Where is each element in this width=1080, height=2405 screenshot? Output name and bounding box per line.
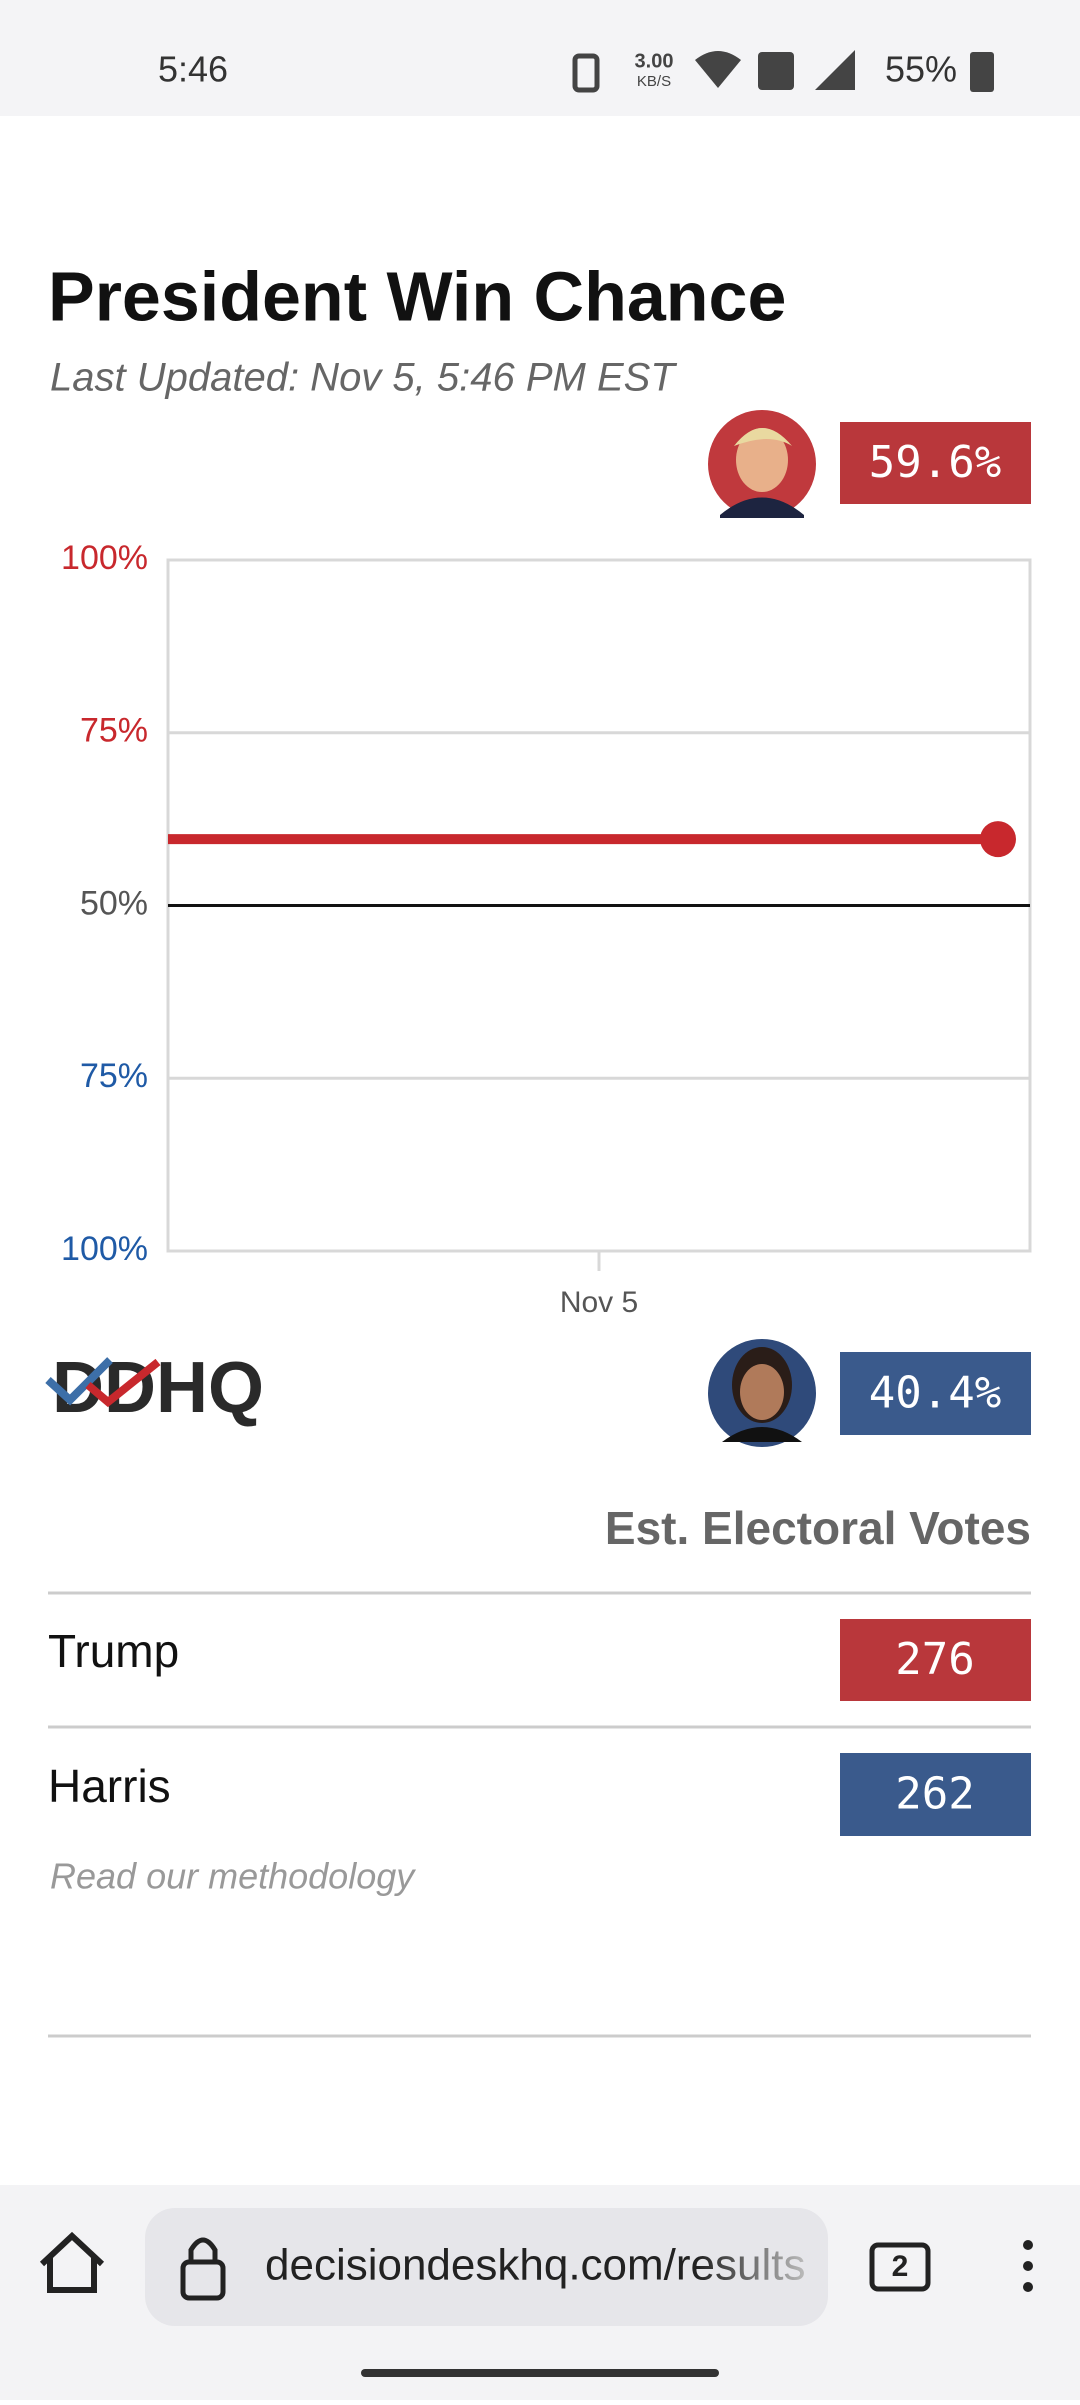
net-unit: KB/S bbox=[637, 73, 671, 90]
time: 5:46 bbox=[158, 49, 228, 90]
y-tick-label: 75% bbox=[80, 712, 148, 750]
signal-icon bbox=[815, 50, 855, 90]
y-tick-label: 100% bbox=[61, 539, 148, 577]
url-pill[interactable] bbox=[145, 2208, 828, 2326]
chance-badge bbox=[840, 1352, 1031, 1435]
battery-text: 55% bbox=[885, 49, 957, 90]
x-tick-label: Nov 5 bbox=[560, 1286, 638, 1319]
status-bar bbox=[0, 0, 1080, 116]
y-tick-label: 75% bbox=[80, 1057, 148, 1095]
subtitle: Last Updated: Nov 5, 5:46 PM EST bbox=[50, 356, 677, 400]
home-indicator bbox=[361, 2369, 719, 2377]
methodology-link[interactable]: Read our methodology bbox=[50, 1856, 416, 1897]
y-tick-label: 100% bbox=[61, 1230, 148, 1268]
candidate-name: Harris bbox=[48, 1760, 171, 1812]
votes-value: 262 bbox=[895, 1769, 974, 1820]
net-speed: 3.00 bbox=[635, 50, 674, 72]
battery-icon bbox=[970, 52, 994, 92]
chance-badge bbox=[840, 422, 1031, 504]
logo-check-blue bbox=[45, 1357, 113, 1406]
series-point bbox=[980, 821, 1016, 858]
wifi-icon bbox=[695, 51, 741, 88]
chance-label: 59.6% bbox=[869, 437, 1001, 488]
url-clip: decisiondeskhq.com/results bbox=[265, 2241, 805, 2290]
harris-avatar bbox=[708, 1339, 816, 1447]
lock-shackle bbox=[188, 2237, 218, 2262]
home-button[interactable] bbox=[39, 2231, 105, 2293]
chart-title: President Win Chance bbox=[48, 257, 786, 335]
url: decisiondeskhq.com/results bbox=[265, 2241, 805, 2290]
y-tick-label: 50% bbox=[80, 884, 148, 922]
volte-icon bbox=[758, 52, 794, 90]
votes-badge bbox=[840, 1619, 1031, 1701]
votes-badge bbox=[840, 1753, 1031, 1836]
tabs-button[interactable] bbox=[869, 2242, 931, 2292]
logo-check-red bbox=[85, 1358, 161, 1408]
votes-value: 276 bbox=[895, 1634, 974, 1685]
menu-button[interactable] bbox=[1023, 2240, 1033, 2292]
chance-label: 40.4% bbox=[869, 1368, 1001, 1419]
vibrate-icon bbox=[572, 53, 600, 93]
lock-icon bbox=[180, 2259, 226, 2301]
candidate-name: Trump bbox=[48, 1625, 179, 1677]
votes-heading: Est. Electoral Votes bbox=[605, 1502, 1031, 1554]
trump-avatar bbox=[708, 410, 816, 518]
tab-count: 2 bbox=[892, 2250, 909, 2283]
